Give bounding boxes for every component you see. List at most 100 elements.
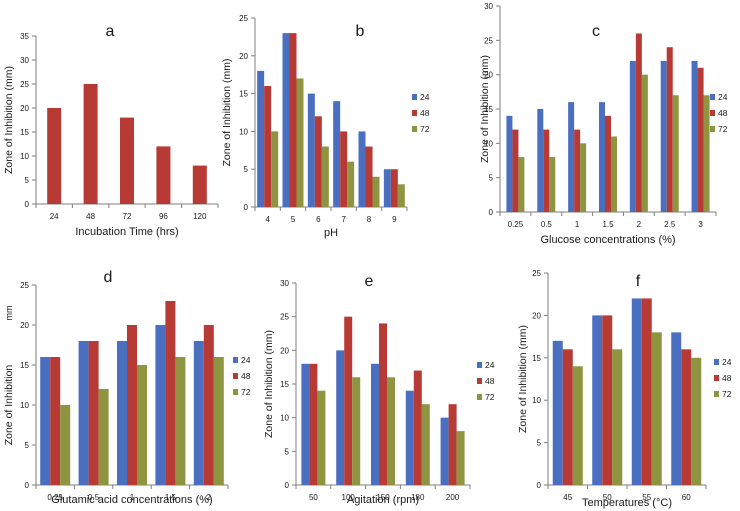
bar-f-24-55 [631,298,642,485]
bar-e-72-50 [317,390,326,485]
bar-e-48-200 [448,404,457,485]
y-tick-label: 0 [244,203,249,212]
x-tick-label: 9 [392,215,397,224]
bar-d-48-1.5 [165,301,176,485]
y-tick-label: 15 [532,354,541,363]
y-tick-label: 10 [484,139,493,148]
panel-label-f: f [636,273,641,290]
y-tick-label: 20 [239,52,248,61]
bar-c-24-1.5 [599,102,605,212]
bar-d-72-1.5 [175,357,186,485]
bar-a-series-72 [120,117,134,204]
bar-d-48-0.5 [88,341,99,485]
legend-swatch-72 [710,126,715,132]
legend-label-48: 48 [718,108,728,118]
x-tick-label: 100 [342,493,356,502]
bar-e-72-200 [456,431,465,485]
bar-b-24-4 [257,70,265,207]
bar-b-72-4 [271,131,279,207]
bar-f-48-45 [562,349,573,485]
bar-c-72-0.25 [518,157,525,212]
legend-swatch-48 [233,373,238,379]
legend-label-72: 72 [241,387,251,397]
bar-f-24-45 [552,340,563,485]
panel-label-e: e [365,273,374,290]
bar-d-24-1.5 [155,325,166,485]
y-axis-title: Zone of Inhibition (mm) [263,330,275,438]
x-tick-label: 45 [563,493,572,502]
bar-c-48-0.25 [512,129,519,212]
bar-e-24-100 [336,350,345,485]
y-tick-label: 0 [285,481,290,490]
x-tick-label: 1.5 [165,493,177,502]
y-tick-label: 10 [20,152,29,161]
legend-swatch-24 [233,357,238,363]
y-tick-label: 25 [280,313,289,322]
bar-b-24-5 [282,33,290,208]
bar-b-48-4 [264,86,272,207]
x-tick-label: 24 [50,212,59,221]
chart-panel-c: c 0 5 10 15 20 25 30 0.25 0.5 1 1.5 2 2.5 3 Glucose con… [479,2,728,246]
legend-swatch-24 [477,362,482,368]
bar-c-24-1 [568,102,575,212]
x-tick-label: 2 [637,220,642,229]
legend-swatch-72 [233,389,238,395]
legend-label-24: 24 [485,360,495,370]
legend-swatch-48 [477,378,482,384]
y-tick-label: 5 [25,176,30,185]
panel-label-a: a [106,23,115,40]
y-tick-label: 0 [489,208,494,217]
bar-d-48-0.25 [50,357,61,485]
panel-label-d: d [104,269,113,286]
legend-f: 24 48 72 [714,357,732,399]
legend-swatch-48 [710,110,715,116]
bar-c-48-2.5 [666,47,673,213]
legend-b: 24 48 72 [412,92,430,134]
legend-label-48: 48 [485,376,495,386]
bar-b-48-8 [365,146,373,207]
y-tick-label: 5 [285,447,290,456]
y-tick-label: 5 [25,441,30,450]
bar-b-72-7 [347,161,355,207]
bar-e-48-180 [413,370,422,485]
x-axis-title: Agitation (rpm) [347,494,419,506]
bar-a-series-96 [156,146,171,204]
x-tick-label: 72 [123,212,132,221]
legend-label-48: 48 [722,373,732,383]
legend-label-72: 72 [718,124,728,134]
bar-f-72-45 [572,366,583,485]
bar-c-48-1 [574,129,581,212]
x-tick-label: 0.25 [508,220,524,229]
bar-f-48-50 [602,315,613,485]
y-tick-label: 5 [244,165,249,174]
bar-c-72-0.5 [549,157,556,212]
x-tick-label: 5 [291,215,296,224]
x-tick-label: 0.5 [88,493,100,502]
y-tick-label: 25 [484,36,493,45]
bar-c-72-1.5 [611,136,617,212]
bar-e-48-100 [344,316,353,485]
bar-d-72-2 [213,357,224,485]
bar-e-24-50 [301,363,310,485]
y-tick-label: 10 [532,396,541,405]
bar-c-48-0.5 [543,129,550,212]
bar-d-48-2 [203,325,214,485]
bar-f-72-55 [651,332,662,485]
x-axis-title: Incubation Time (hrs) [75,226,178,238]
x-tick-label: 1.5 [602,220,614,229]
x-tick-label: 180 [411,493,425,502]
x-tick-label: 200 [446,493,460,502]
y-tick-label: 20 [280,346,289,355]
legend-c: 24 48 72 [710,92,728,134]
bar-b-48-6 [314,116,322,207]
x-tick-label: 48 [86,212,95,221]
bar-f-24-50 [592,315,603,485]
legend-swatch-72 [714,391,719,397]
y-tick-label: 10 [239,127,248,136]
y-tick-label: 20 [20,104,29,113]
bar-e-24-180 [405,390,414,485]
x-axis-title: pH [324,227,338,239]
x-axis-title: Glucose concentrations (%) [540,234,675,246]
bar-c-72-3 [703,95,710,212]
